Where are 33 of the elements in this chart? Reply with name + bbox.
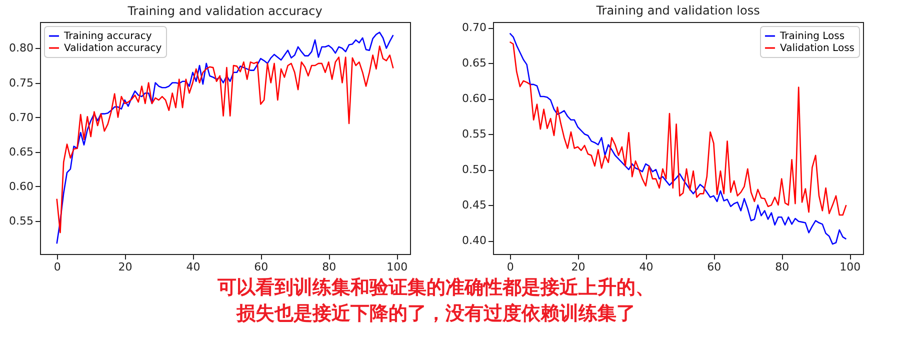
x-tick-label: 0: [54, 260, 61, 274]
y-tick-label: 0.45: [462, 198, 486, 212]
y-tick-label: 0.55: [9, 214, 34, 228]
text: 可以看到训练集和验证集的准确性都是接近上升的、: [216, 276, 654, 298]
x-tick-label: 20: [571, 260, 586, 274]
y-tick-label: 0.65: [9, 145, 34, 158]
y-tick-label: 0.70: [9, 110, 34, 124]
legend-label: Validation Loss: [780, 43, 854, 54]
y-tick-label: 0.60: [462, 92, 486, 106]
y-tick-label: 0.75: [9, 76, 34, 90]
x-tick-label: 0: [506, 260, 514, 274]
x-tick-label: 100: [840, 260, 861, 274]
legend-label: Training Loss: [779, 31, 845, 42]
y-tick-label: 0.40: [462, 234, 486, 248]
x-tick-label: 100: [386, 260, 408, 274]
y-tick-label: 0.60: [9, 180, 34, 193]
x-tick-label: 80: [775, 260, 790, 274]
x-tick-label: 80: [322, 260, 336, 274]
y-tick-label: 0.70: [462, 21, 486, 34]
x-tick-label: 20: [118, 260, 132, 274]
x-tick-label: 60: [707, 260, 722, 274]
text: 损失也是接近下降的了，没有过度依赖训练集了: [235, 302, 636, 324]
legend-label: Validation accuracy: [64, 43, 162, 54]
y-tick-label: 0.55: [462, 128, 486, 141]
y-tick-label: 0.65: [462, 56, 486, 70]
x-tick-label: 60: [254, 260, 268, 274]
x-tick-label: 40: [639, 260, 654, 274]
y-tick-label: 0.80: [9, 42, 34, 55]
chart-title: Training and validation accuracy: [126, 4, 322, 18]
legend-label: Training accuracy: [63, 31, 152, 42]
y-tick-label: 0.50: [462, 163, 486, 176]
chart-title: Training and validation loss: [595, 4, 760, 18]
x-tick-label: 40: [186, 260, 200, 274]
